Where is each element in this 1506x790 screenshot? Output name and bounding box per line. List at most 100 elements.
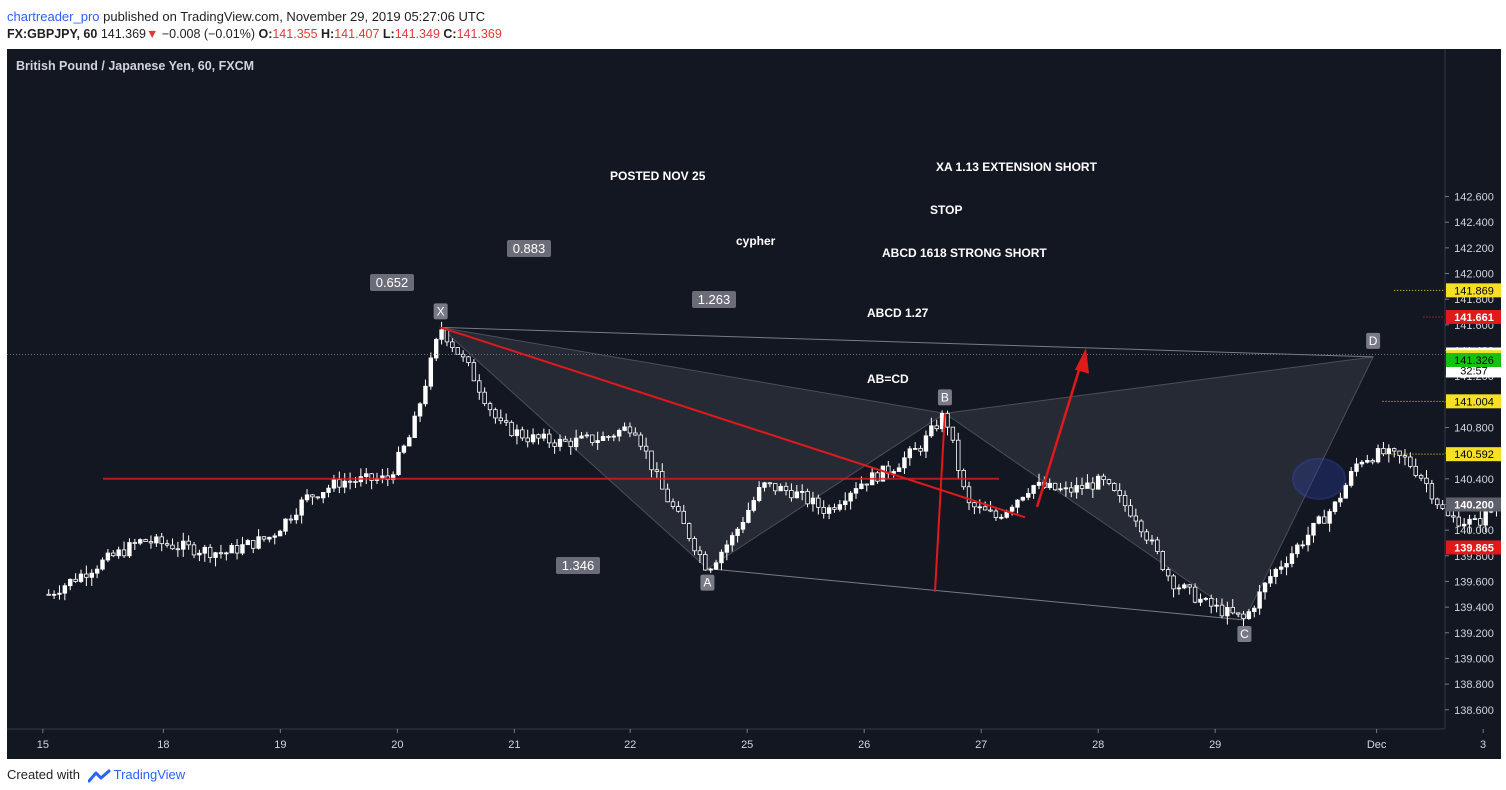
candle-body <box>1467 518 1472 525</box>
pattern-point-d[interactable]: D <box>1366 332 1381 349</box>
down-arrow-icon: ▼ <box>146 27 159 41</box>
candle-body <box>826 507 832 514</box>
pattern-point-x[interactable]: X <box>433 303 448 320</box>
candle-body <box>600 436 606 441</box>
candle-body <box>563 438 568 442</box>
candle-body <box>1026 493 1031 498</box>
candle-body <box>439 329 444 340</box>
candle-body <box>224 552 229 555</box>
author-link[interactable]: chartreader_pro <box>7 9 100 24</box>
candle-body <box>557 438 563 447</box>
candle-body <box>719 551 724 564</box>
candle-body <box>164 543 170 546</box>
candle-body <box>977 506 982 509</box>
pattern-label: D <box>1369 334 1378 348</box>
candle-body <box>697 550 703 555</box>
candle-body <box>1435 498 1440 506</box>
candle-body <box>68 578 73 587</box>
breakout-circle[interactable] <box>1292 457 1346 500</box>
candle-body <box>859 483 864 489</box>
candle-body <box>552 442 557 447</box>
tradingview-brand-link[interactable]: TradingView <box>113 767 186 782</box>
low-label: L: <box>382 27 395 41</box>
candle-body <box>369 473 374 481</box>
candle-body <box>1397 450 1402 457</box>
time-tick-label: 27 <box>975 739 987 751</box>
candle-body <box>498 417 503 422</box>
candle-body <box>643 445 649 452</box>
candle-body <box>681 510 686 524</box>
candle-body <box>751 500 756 511</box>
candle-body <box>304 494 310 501</box>
price-badge-bg <box>1446 497 1501 512</box>
pattern-point-b[interactable]: B <box>937 389 952 406</box>
candle-body <box>1171 575 1176 590</box>
candle-body <box>1252 607 1257 613</box>
annotation-text: XA 1.13 EXTENSION SHORT <box>936 160 1098 174</box>
price-tick-label: 139.400 <box>1454 602 1494 614</box>
candle-body <box>1149 539 1155 542</box>
candle-body <box>251 540 256 549</box>
candle-body <box>1359 461 1365 465</box>
time-tick-label: 3 <box>1480 739 1486 751</box>
candle-body <box>434 338 439 359</box>
candle-body <box>256 536 261 549</box>
candle-body <box>1472 518 1478 520</box>
price-badge-label: 139.865 <box>1454 542 1494 554</box>
candle-body <box>1122 494 1128 507</box>
created-with-text: Created with <box>7 767 80 782</box>
candle-body <box>982 506 988 511</box>
pattern-label: C <box>1240 627 1249 641</box>
candle-body <box>159 536 164 545</box>
candle-body <box>1155 539 1160 552</box>
candle-body <box>1133 515 1139 522</box>
candle-body <box>1408 456 1413 467</box>
time-tick-label: 15 <box>37 739 49 751</box>
pattern-label: B <box>941 390 949 404</box>
pattern-point-a[interactable]: A <box>700 574 715 591</box>
candle-body <box>1230 606 1235 614</box>
candle-body <box>999 516 1004 519</box>
candle-body <box>288 518 294 521</box>
price-chart[interactable]: X A B C D 0.652 1.263 0.883 1.346 POSTED NOV 25 cy… <box>7 49 1506 759</box>
candle-body <box>1209 597 1214 607</box>
pattern-point-c[interactable]: C <box>1237 625 1252 642</box>
candle-body <box>1106 479 1112 484</box>
ratio-value: 1.263 <box>698 292 731 307</box>
candle-body <box>46 593 51 596</box>
candle-body <box>186 540 191 546</box>
price-badge-label: 32:57 <box>1460 365 1488 377</box>
candle-body <box>606 436 611 438</box>
candle-body <box>428 357 434 387</box>
chart-panel[interactable]: X A B C D 0.652 1.263 0.883 1.346 POSTED NOV 25 cy… <box>7 49 1506 759</box>
candle-body <box>1305 534 1311 546</box>
up-arrow-line[interactable] <box>1035 362 1083 508</box>
candle-body <box>902 457 907 469</box>
candle-body <box>692 538 697 552</box>
candle-body <box>62 585 68 594</box>
price-badge-label: 140.200 <box>1454 499 1494 511</box>
price-tick-label: 140.400 <box>1454 474 1494 486</box>
candle-body <box>1413 465 1418 476</box>
candle-body <box>240 544 245 554</box>
candle-body <box>1144 531 1149 541</box>
candle-body <box>218 552 224 555</box>
breakdown-trendline[interactable] <box>934 413 946 592</box>
time-tick-label: 25 <box>741 739 753 751</box>
candle-body <box>1268 576 1273 584</box>
candle-body <box>853 488 859 494</box>
candle-body <box>660 471 665 490</box>
candle-body <box>1316 516 1322 524</box>
candle-body <box>509 421 514 437</box>
low-value: 141.349 <box>394 27 440 41</box>
candle-body <box>1058 488 1063 491</box>
candle-body <box>794 491 799 499</box>
candle-body <box>121 549 127 557</box>
candle-body <box>347 480 353 483</box>
descending-trendline[interactable] <box>440 326 1026 519</box>
time-tick-label: 19 <box>274 739 286 751</box>
candle-body <box>1225 606 1230 617</box>
candle-body <box>277 530 283 537</box>
ratio-label: 1.263 <box>692 291 736 308</box>
candle-body <box>111 552 116 557</box>
